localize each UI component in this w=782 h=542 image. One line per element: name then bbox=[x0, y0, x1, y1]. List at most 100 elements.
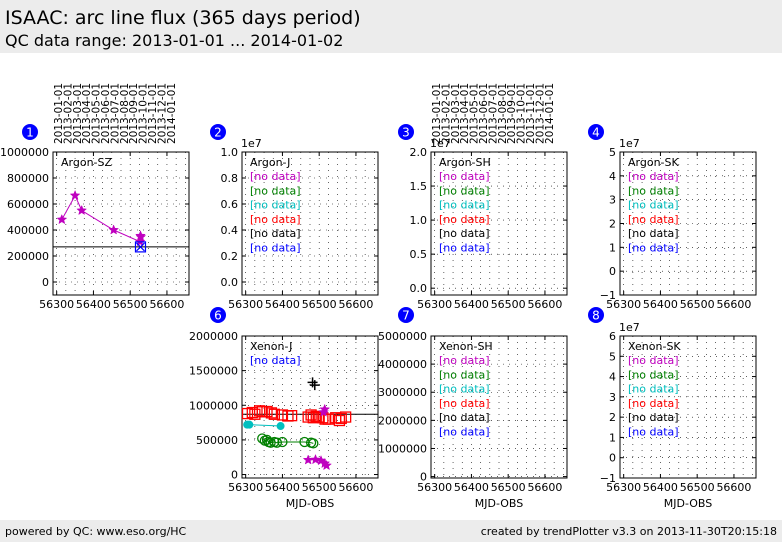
y-tick-label: 6 bbox=[609, 330, 616, 343]
x-tick-label: 56400 bbox=[643, 298, 678, 311]
no-data-label: [no data] bbox=[628, 354, 679, 367]
no-data-label: [no data] bbox=[439, 242, 490, 255]
date-label-group-1: 2013-01-012013-02-012013-03-012013-04-01… bbox=[53, 83, 178, 144]
no-data-label: [no data] bbox=[439, 170, 490, 183]
page-footer: powered by QC: www.eso.org/HC created by… bbox=[0, 520, 782, 542]
y-tick-label: 1.0 bbox=[410, 214, 428, 227]
y-tick-label: 0 bbox=[42, 276, 49, 289]
no-data-label: [no data] bbox=[628, 184, 679, 197]
date-label: 2013-03-01 bbox=[450, 83, 462, 144]
no-data-label: [no data] bbox=[250, 170, 301, 183]
no-data-label: [no data] bbox=[439, 411, 490, 424]
y-tick-label: 1 bbox=[609, 431, 616, 444]
plot-frame bbox=[619, 151, 757, 296]
date-label: 2013-08-01 bbox=[497, 83, 509, 144]
no-data-label: [no data] bbox=[628, 411, 679, 424]
y-tick-label: 2000000 bbox=[378, 414, 427, 427]
x-tick-label: 56400 bbox=[454, 481, 489, 494]
no-data-label: [no data] bbox=[439, 184, 490, 197]
date-label: 2013-08-01 bbox=[119, 83, 131, 144]
no-data-label: [no data] bbox=[628, 368, 679, 381]
x-tick-label: 56300 bbox=[39, 298, 74, 311]
date-label: 2013-06-01 bbox=[478, 83, 490, 144]
y-multiplier: 1e7 bbox=[241, 137, 262, 150]
x-tick-label: 56500 bbox=[680, 481, 715, 494]
y-tick-label: 1.0 bbox=[221, 146, 239, 159]
x-tick-label: 56600 bbox=[149, 298, 184, 311]
square-marker bbox=[333, 414, 346, 427]
panel-number-badge bbox=[210, 124, 226, 140]
y-tick-label: 4 bbox=[609, 371, 616, 384]
plot-frame bbox=[430, 151, 568, 296]
no-data-label: [no data] bbox=[628, 426, 679, 439]
plot-frame bbox=[52, 151, 190, 296]
y-tick-label: 3000000 bbox=[378, 386, 427, 399]
square-marker bbox=[253, 405, 266, 417]
panel-label: Xenon-J bbox=[250, 340, 292, 353]
y-tick-label: 2.0 bbox=[410, 146, 428, 159]
square-marker bbox=[322, 413, 335, 425]
no-data-label: [no data] bbox=[250, 227, 301, 240]
circle-marker bbox=[257, 433, 268, 444]
y-tick-label: 0.0 bbox=[221, 276, 239, 289]
square-marker bbox=[313, 411, 325, 423]
x-tick-label: 56600 bbox=[716, 481, 751, 494]
panel-number-badge bbox=[22, 124, 38, 140]
panel-label: Argon-SH bbox=[439, 156, 491, 169]
panel-number: 3 bbox=[402, 126, 410, 140]
y-tick-label: 3 bbox=[609, 194, 616, 207]
x-tick-label: 56400 bbox=[454, 298, 489, 311]
no-data-label: [no data] bbox=[250, 213, 301, 226]
y-tick-label: 4000000 bbox=[378, 358, 427, 371]
no-data-label: [no data] bbox=[628, 383, 679, 396]
no-data-label: [no data] bbox=[250, 242, 301, 255]
no-data-label: [no data] bbox=[439, 426, 490, 439]
y-tick-label: 1.5 bbox=[410, 180, 428, 193]
y-tick-label: 2000000 bbox=[189, 330, 238, 343]
no-data-label: [no data] bbox=[439, 354, 490, 367]
x-axis-label: MJD-OBS bbox=[286, 497, 334, 510]
x-tick-label: 56600 bbox=[527, 481, 562, 494]
no-data-label: [no data] bbox=[628, 213, 679, 226]
page-subtitle: QC data range: 2013-01-01 ... 2014-01-02 bbox=[5, 31, 344, 50]
date-label: 2013-07-01 bbox=[487, 83, 499, 144]
star-marker bbox=[108, 224, 120, 235]
y-tick-label: 0.6 bbox=[221, 198, 239, 211]
x-tick-label: 56600 bbox=[716, 298, 751, 311]
panel-number-badge bbox=[210, 307, 226, 323]
y-tick-label: 2 bbox=[609, 411, 616, 424]
panel-1: 1 56300 56400 56500 56600 0 200000 400000 600000… bbox=[0, 124, 190, 311]
no-data-label: [no data] bbox=[439, 397, 490, 410]
panel-label: Argon-SZ bbox=[61, 156, 112, 169]
star-marker bbox=[69, 189, 81, 201]
date-label: 2013-09-01 bbox=[506, 83, 518, 144]
panel-number: 2 bbox=[214, 126, 222, 140]
star-marker bbox=[56, 213, 68, 225]
plot-frame bbox=[241, 151, 379, 296]
panel-number-badge bbox=[398, 124, 414, 140]
date-label-group-3: 2013-01-012013-02-012013-03-012013-04-01… bbox=[431, 83, 556, 144]
panel-number: 8 bbox=[592, 309, 600, 323]
y-multiplier: 1e7 bbox=[619, 137, 640, 150]
page-title: ISAAC: arc line flux (365 days period) bbox=[5, 7, 361, 29]
panel-number: 7 bbox=[402, 309, 410, 323]
date-label: 2013-12-01 bbox=[534, 83, 546, 144]
date-label: 2013-12-01 bbox=[156, 83, 168, 144]
series-red bbox=[241, 405, 352, 427]
y-tick-label: 1 bbox=[609, 241, 616, 254]
y-tick-label: 600000 bbox=[7, 198, 49, 211]
x-tick-label: 56400 bbox=[265, 298, 300, 311]
x-tick-label: 56500 bbox=[302, 481, 337, 494]
plot-frame bbox=[430, 335, 568, 479]
panel-label: Xenon-SH bbox=[439, 340, 493, 353]
y-tick-label: 3 bbox=[609, 391, 616, 404]
x-tick-label: 56600 bbox=[338, 481, 373, 494]
y-tick-label: 800000 bbox=[7, 172, 49, 185]
date-label: 2013-05-01 bbox=[469, 83, 481, 144]
square-marker bbox=[268, 408, 280, 420]
square-marker bbox=[265, 407, 278, 419]
y-tick-label: 0.2 bbox=[221, 250, 239, 263]
x-tick-label: 56600 bbox=[527, 298, 562, 311]
footer-created: created by trendPlotter v3.3 on 2013-11-… bbox=[480, 525, 777, 538]
y-tick-label: 2 bbox=[609, 218, 616, 231]
